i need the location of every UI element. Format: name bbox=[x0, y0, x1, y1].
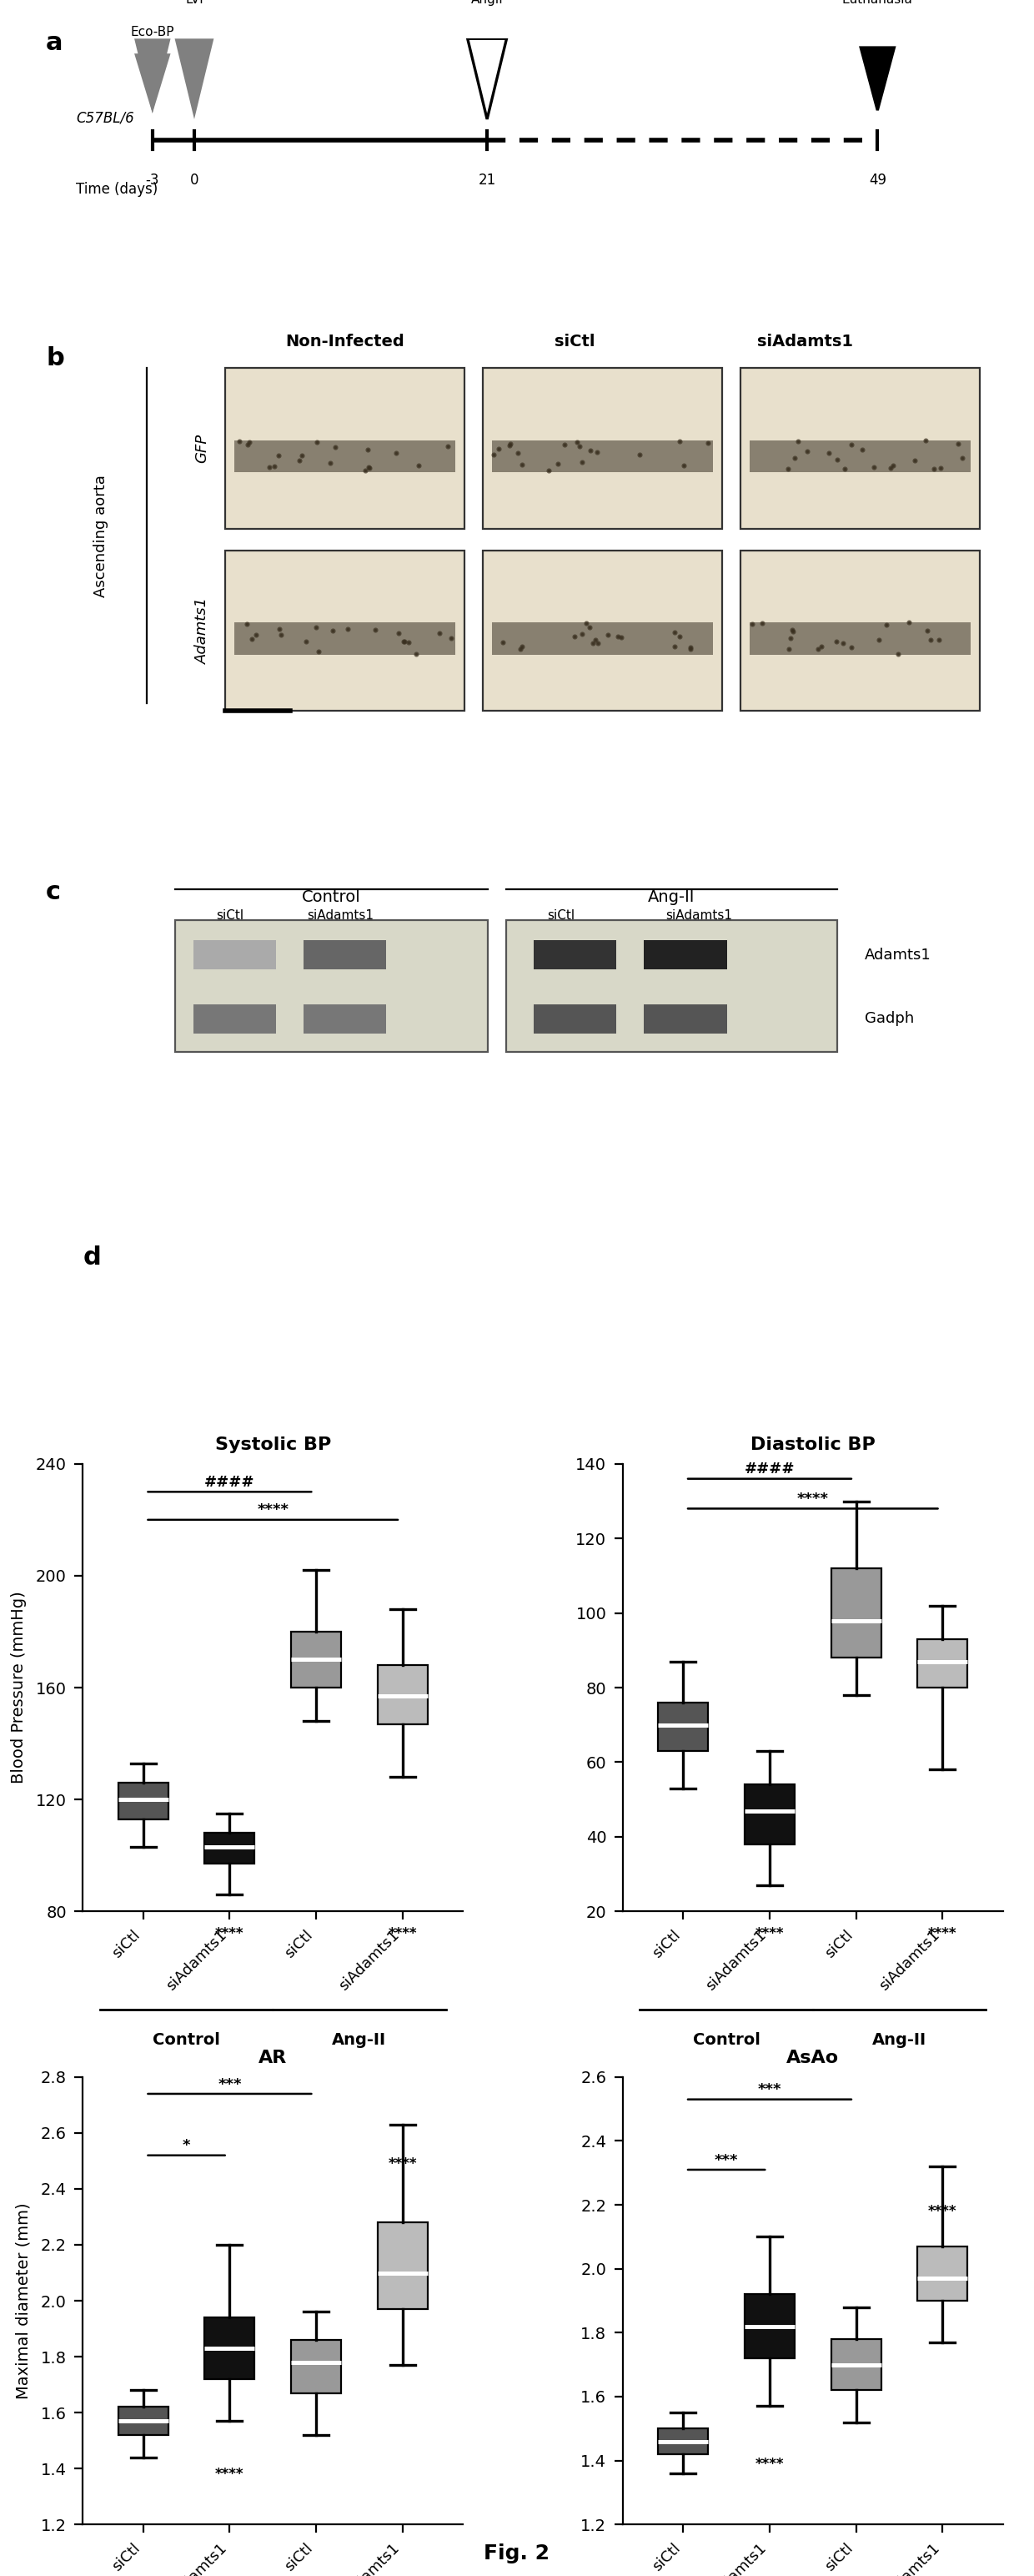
Polygon shape bbox=[467, 39, 507, 118]
FancyBboxPatch shape bbox=[225, 368, 464, 528]
FancyBboxPatch shape bbox=[483, 551, 723, 711]
FancyBboxPatch shape bbox=[304, 940, 387, 969]
Text: siCtl: siCtl bbox=[216, 909, 244, 922]
Text: 49: 49 bbox=[869, 173, 886, 188]
PathPatch shape bbox=[917, 1638, 968, 1687]
Text: AngII: AngII bbox=[470, 0, 504, 5]
Polygon shape bbox=[175, 39, 214, 118]
Text: siAdamts1: siAdamts1 bbox=[757, 335, 853, 350]
PathPatch shape bbox=[744, 1785, 795, 1844]
Text: Euthanasia: Euthanasia bbox=[842, 0, 913, 5]
Text: 0: 0 bbox=[190, 173, 199, 188]
PathPatch shape bbox=[831, 1569, 881, 1659]
Text: d: d bbox=[83, 1244, 101, 1270]
PathPatch shape bbox=[917, 2246, 968, 2300]
Title: AsAo: AsAo bbox=[787, 2050, 840, 2066]
Text: Control: Control bbox=[302, 889, 361, 904]
Title: Diastolic BP: Diastolic BP bbox=[751, 1437, 875, 1453]
PathPatch shape bbox=[831, 2339, 881, 2391]
FancyBboxPatch shape bbox=[483, 368, 723, 528]
Text: ####: #### bbox=[744, 1461, 795, 1476]
PathPatch shape bbox=[291, 1631, 341, 1687]
Text: ***: *** bbox=[714, 2154, 738, 2166]
FancyBboxPatch shape bbox=[225, 551, 464, 711]
PathPatch shape bbox=[659, 2429, 708, 2455]
FancyBboxPatch shape bbox=[750, 623, 971, 654]
Text: Gadph: Gadph bbox=[864, 1012, 914, 1025]
Text: Ang-II: Ang-II bbox=[872, 2032, 926, 2048]
Text: ****: **** bbox=[215, 1927, 244, 1942]
Text: ****: **** bbox=[388, 1927, 417, 1942]
Text: siCtl: siCtl bbox=[555, 335, 596, 350]
Text: ****: **** bbox=[755, 2458, 784, 2470]
FancyBboxPatch shape bbox=[740, 551, 980, 711]
FancyBboxPatch shape bbox=[235, 623, 455, 654]
FancyBboxPatch shape bbox=[506, 920, 838, 1051]
Text: a: a bbox=[45, 31, 63, 54]
Text: b: b bbox=[45, 345, 64, 371]
Text: siAdamts1: siAdamts1 bbox=[307, 909, 373, 922]
FancyBboxPatch shape bbox=[644, 1005, 727, 1033]
Text: Fig. 2: Fig. 2 bbox=[484, 2543, 550, 2563]
Text: LVI: LVI bbox=[185, 0, 204, 5]
FancyBboxPatch shape bbox=[534, 940, 616, 969]
PathPatch shape bbox=[205, 2318, 254, 2380]
Text: siCtl: siCtl bbox=[547, 909, 575, 922]
Text: -3: -3 bbox=[146, 173, 159, 188]
Text: ****: **** bbox=[388, 2156, 417, 2172]
Text: *: * bbox=[182, 2138, 190, 2154]
Text: Adamts1: Adamts1 bbox=[194, 598, 210, 665]
FancyBboxPatch shape bbox=[235, 440, 455, 471]
PathPatch shape bbox=[377, 2223, 427, 2308]
PathPatch shape bbox=[291, 2339, 341, 2393]
FancyBboxPatch shape bbox=[193, 940, 276, 969]
PathPatch shape bbox=[744, 2295, 795, 2357]
Text: Ascending aorta: Ascending aorta bbox=[94, 474, 109, 598]
Text: Eco-BP: Eco-BP bbox=[130, 26, 175, 39]
Text: Control: Control bbox=[153, 2032, 220, 2048]
PathPatch shape bbox=[118, 2406, 169, 2434]
Y-axis label: Maximal diameter (mm): Maximal diameter (mm) bbox=[16, 2202, 31, 2398]
FancyBboxPatch shape bbox=[193, 1005, 276, 1033]
Title: Systolic BP: Systolic BP bbox=[215, 1437, 331, 1453]
Text: Adamts1: Adamts1 bbox=[864, 948, 932, 963]
Polygon shape bbox=[134, 39, 171, 113]
PathPatch shape bbox=[377, 1664, 427, 1723]
PathPatch shape bbox=[118, 1783, 169, 1819]
Text: ***: *** bbox=[758, 2081, 782, 2097]
Text: ****: **** bbox=[929, 2205, 956, 2218]
Polygon shape bbox=[860, 46, 894, 111]
Text: Ang-II: Ang-II bbox=[648, 889, 695, 904]
Text: c: c bbox=[45, 881, 61, 904]
Text: ****: **** bbox=[257, 1502, 288, 1517]
FancyBboxPatch shape bbox=[644, 940, 727, 969]
PathPatch shape bbox=[205, 1834, 254, 1865]
Text: ####: #### bbox=[205, 1476, 254, 1489]
FancyBboxPatch shape bbox=[534, 1005, 616, 1033]
Text: ****: **** bbox=[215, 2468, 244, 2481]
Text: C57BL/6: C57BL/6 bbox=[75, 111, 134, 126]
Text: 21: 21 bbox=[478, 173, 496, 188]
Text: Control: Control bbox=[693, 2032, 760, 2048]
FancyBboxPatch shape bbox=[304, 1005, 387, 1033]
FancyBboxPatch shape bbox=[492, 440, 713, 471]
PathPatch shape bbox=[659, 1703, 708, 1752]
Text: ****: **** bbox=[755, 1927, 784, 1942]
Text: Non-Infected: Non-Infected bbox=[285, 335, 404, 350]
Title: AR: AR bbox=[258, 2050, 287, 2066]
Text: ****: **** bbox=[797, 1492, 828, 1507]
Text: Time (days): Time (days) bbox=[75, 183, 157, 196]
Text: Ang-II: Ang-II bbox=[332, 2032, 387, 2048]
Text: ****: **** bbox=[929, 1927, 956, 1942]
FancyBboxPatch shape bbox=[750, 440, 971, 471]
FancyBboxPatch shape bbox=[740, 368, 980, 528]
Polygon shape bbox=[134, 54, 171, 113]
Text: GFP: GFP bbox=[194, 433, 210, 464]
FancyBboxPatch shape bbox=[175, 920, 488, 1051]
Y-axis label: Blood Pressure (mmHg): Blood Pressure (mmHg) bbox=[10, 1592, 27, 1783]
Text: siAdamts1: siAdamts1 bbox=[666, 909, 733, 922]
FancyBboxPatch shape bbox=[492, 623, 713, 654]
Text: ***: *** bbox=[218, 2076, 242, 2092]
